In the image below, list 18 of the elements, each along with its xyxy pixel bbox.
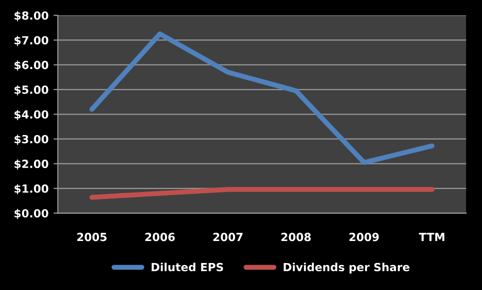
y-tick-label: $2.00 [14,159,48,170]
x-tick-label: 2009 [349,232,379,242]
y-tick-label: $0.00 [14,208,48,220]
y-tick-label: $6.00 [14,60,48,71]
legend-label: Dividends per Share [284,262,410,274]
x-tick-label: 2006 [145,232,175,242]
y-tick-label: $7.00 [14,36,48,46]
y-tick-label: $5.00 [14,85,48,96]
line-series [89,31,435,165]
y-tick-label: $3.00 [14,134,48,145]
legend-label: Diluted EPS [152,262,224,272]
x-tick-label: 2005 [77,232,107,242]
y-tick-label: $1.00 [14,184,48,194]
y-tick-label: $8.00 [14,11,48,22]
y-tick-label: $4.00 [14,110,48,120]
x-tick-label: 2007 [213,232,243,242]
x-tick-label: 2008 [281,232,311,242]
x-tick-label: TTM [418,232,444,242]
